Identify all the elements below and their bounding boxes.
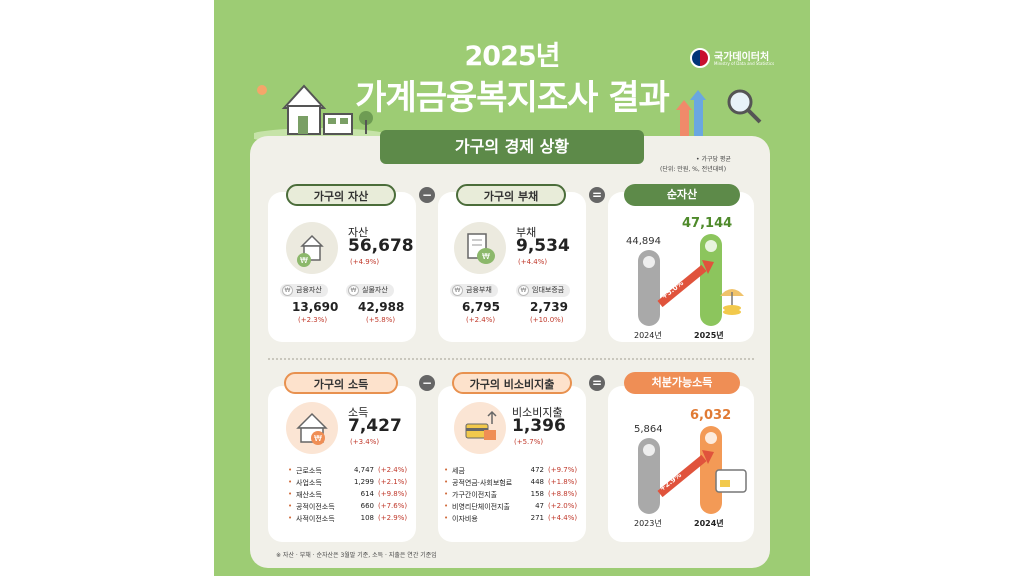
financial-debt-label: ₩ 금융부채: [450, 284, 498, 297]
unit-note-line2: (단위: 만원, %, 전년대비): [660, 166, 727, 173]
page-title: 가계금융복지조사 결과: [355, 78, 670, 118]
income-house-icon: ₩: [286, 402, 338, 454]
taegeuk-icon: [690, 48, 710, 68]
debt-pill: 가구의 부채: [456, 184, 566, 206]
nonconsumption-breakdown-list: • 세금 472 (+9.7%) • 공적연금·사회보험료 448 (+1.8%) • 가구간…: [444, 466, 582, 526]
money-bag-icon: [477, 248, 495, 264]
coin-stack-icon: [723, 305, 741, 315]
list-item: • 근로소득 4,747 (+2.4%): [288, 466, 408, 475]
net-assets-value-2025: 47,144: [682, 216, 733, 231]
assets-pill: 가구의 자산: [286, 184, 396, 206]
debt-document-icon: ₩: [454, 222, 506, 274]
income-value: 7,427: [348, 416, 402, 436]
minus-operator: −: [419, 375, 435, 391]
minus-operator: −: [419, 187, 435, 203]
nonconsumption-pill: 가구의 비소비지출: [452, 372, 572, 394]
won-coin-icon: [311, 431, 325, 445]
svg-text:₩: ₩: [482, 252, 490, 261]
list-item: • 비영리단체이전지출 47 (+2.0%): [444, 502, 578, 511]
agency-name: 국가데이터처: [714, 52, 770, 63]
list-item: • 사업소득 1,299 (+2.1%): [288, 478, 408, 487]
lease-deposit-change: (+10.0%): [530, 316, 564, 324]
won-coin-icon: [297, 253, 311, 267]
growth-arrow-head: [702, 260, 714, 274]
won-coin-icon: [643, 444, 655, 456]
disposable-bar-2023: [638, 438, 660, 514]
financial-assets-change: (+2.3%): [298, 316, 328, 324]
net-assets-bar-2025: [700, 234, 722, 326]
list-item: • 공적연금·사회보험료 448 (+1.8%): [444, 478, 578, 487]
net-assets-year-2024: 2024년: [634, 331, 662, 340]
income-pill: 가구의 소득: [284, 372, 398, 394]
growth-arrow: [657, 454, 707, 498]
assets-value: 56,678: [348, 236, 414, 256]
debt-label: 부채: [516, 226, 537, 239]
list-item: • 세금 472 (+9.7%): [444, 466, 578, 475]
title-year: 2025년: [464, 41, 561, 72]
won-coin-icon: [705, 432, 717, 444]
nonconsumption-label: 비소비지출: [512, 406, 563, 419]
disposable-income-pill: 처분가능소득: [624, 372, 740, 394]
financial-assets-value: 13,690: [292, 300, 339, 314]
agency-subtitle: Ministry of Data and Statistics: [714, 61, 775, 66]
growth-arrow: [657, 264, 707, 308]
card-gift-icon: [454, 402, 506, 454]
financial-assets-label: ₩ 금융자산: [280, 284, 328, 297]
income-label: 소득: [348, 406, 369, 419]
row-divider: [268, 358, 754, 360]
net-assets-pill: 순자산: [624, 184, 740, 206]
assets-card: [268, 192, 416, 342]
net-assets-value-2024: 44,894: [626, 236, 661, 247]
debt-value: 9,534: [516, 236, 570, 256]
income-breakdown-list: • 근로소득 4,747 (+2.4%) • 사업소득 1,299 (+2.1%) • 재산소…: [288, 466, 410, 526]
real-assets-value: 42,988: [358, 300, 405, 314]
disposable-year-2023: 2023년: [634, 519, 662, 528]
net-assets-chart: [638, 234, 744, 326]
credit-card-icon: [715, 469, 747, 493]
net-assets-year-2025: 2025년: [694, 331, 724, 340]
assets-label: 자산: [348, 226, 369, 239]
net-assets-card: [608, 192, 754, 342]
unit-note-line1: • 가구당 평균: [696, 156, 731, 163]
infographic: 2025년 가계금융복지조사 결과 국가데이터처 Ministry of Dat…: [214, 0, 810, 576]
lease-deposit-value: 2,739: [530, 300, 568, 314]
financial-debt-value: 6,795: [462, 300, 500, 314]
growth-arrows-icon: [676, 89, 762, 136]
list-item: • 사적이전소득 108 (+2.9%): [288, 514, 408, 523]
equals-operator: =: [589, 375, 605, 391]
disposable-year-2024: 2024년: [694, 519, 724, 528]
disposable-value-2023: 5,864: [634, 424, 663, 435]
disposable-income-card: [608, 386, 754, 542]
svg-text:₩: ₩: [314, 434, 322, 443]
debt-change: (+4.4%): [518, 258, 548, 266]
income-change: (+3.4%): [350, 438, 380, 446]
real-assets-label: ₩ 실물자산: [346, 284, 394, 297]
nonconsumption-value: 1,396: [512, 416, 566, 436]
lease-deposit-label: ₩ 임대보증금: [516, 284, 571, 297]
disposable-value-2024: 6,032: [690, 408, 732, 423]
won-coin-icon: [705, 240, 717, 252]
list-item: • 가구간이전지출 158 (+8.8%): [444, 490, 578, 499]
nonconsumption-change: (+5.7%): [514, 438, 544, 446]
list-item: • 재산소득 614 (+9.8%): [288, 490, 408, 499]
net-assets-bar-2024: [638, 250, 660, 326]
house-icon: ₩: [286, 222, 338, 274]
real-assets-change: (+5.8%): [366, 316, 396, 324]
list-item: • 공적이전소득 660 (+7.6%): [288, 502, 408, 511]
svg-text:₩: ₩: [300, 256, 308, 265]
assets-change: (+4.9%): [350, 258, 380, 266]
financial-debt-change: (+2.4%): [466, 316, 496, 324]
list-item: • 이자비용 271 (+4.4%): [444, 514, 578, 523]
footnote: ※ 자산 · 부채 · 순자산은 3월말 기준, 소득 · 지출은 연간 기준임: [276, 552, 437, 559]
agency-logo: 국가데이터처 Ministry of Data and Statistics: [690, 46, 800, 72]
equals-operator: =: [589, 187, 605, 203]
disposable-income-chart: [638, 426, 747, 514]
growth-arrow-head: [702, 450, 714, 464]
section-title: 가구의 경제 상황: [380, 130, 644, 164]
won-coin-icon: [643, 256, 655, 268]
